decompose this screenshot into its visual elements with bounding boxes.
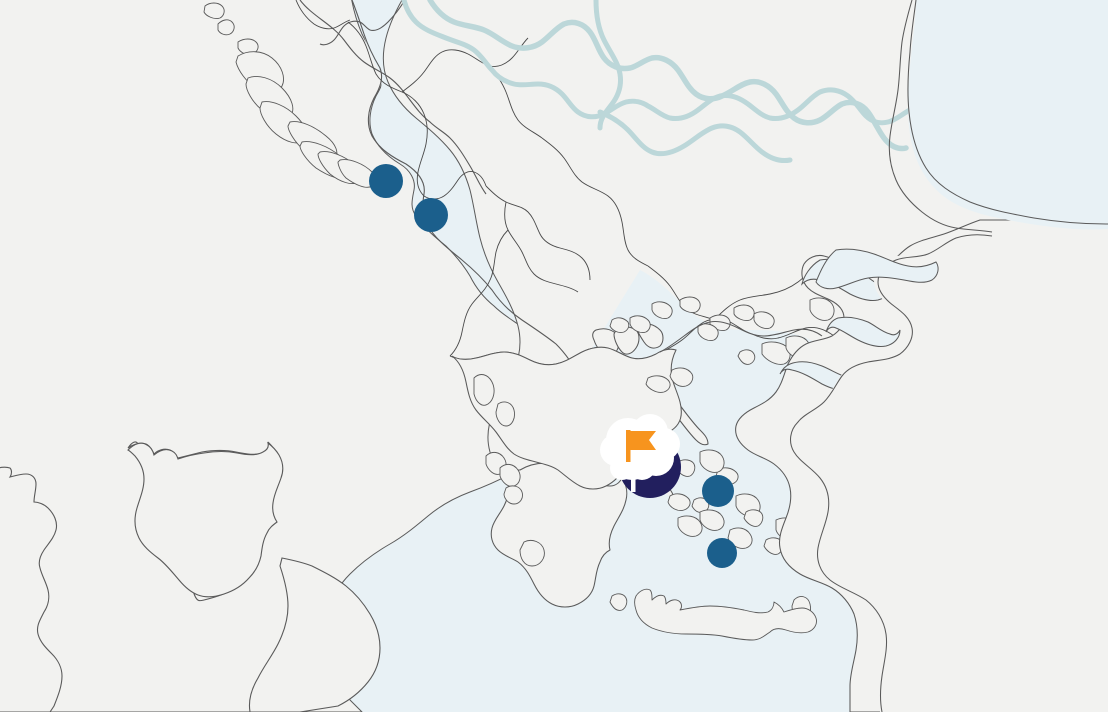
map-marker-4[interactable] xyxy=(707,538,737,568)
sea-blacksea xyxy=(908,0,1108,230)
map-marker-3[interactable] xyxy=(702,475,734,507)
coast-greece-north xyxy=(659,320,823,353)
danube-river-lower xyxy=(597,109,793,163)
danube-west-branch xyxy=(593,0,623,131)
ionian-islands xyxy=(473,374,545,567)
flag-glyph xyxy=(626,430,656,462)
sea-marmara xyxy=(815,248,939,290)
land-tunisia xyxy=(0,466,63,712)
selected-location-marker[interactable] xyxy=(598,410,708,510)
islands-dalmatia xyxy=(203,2,377,188)
map-marker-1[interactable] xyxy=(369,164,403,198)
danube-main xyxy=(427,0,909,152)
coast-croatia xyxy=(319,0,406,46)
flag-bubble xyxy=(600,414,680,492)
coast-italy-puglia xyxy=(248,557,381,712)
map-marker-2[interactable] xyxy=(414,198,448,232)
coast-blacksea-2 xyxy=(907,0,1108,225)
island-sicily-shape xyxy=(127,441,284,598)
coast-blacksea xyxy=(888,0,993,233)
danube-river xyxy=(401,0,913,126)
land-turkey-mass xyxy=(788,233,1108,712)
coast-dalmatia xyxy=(299,0,487,195)
